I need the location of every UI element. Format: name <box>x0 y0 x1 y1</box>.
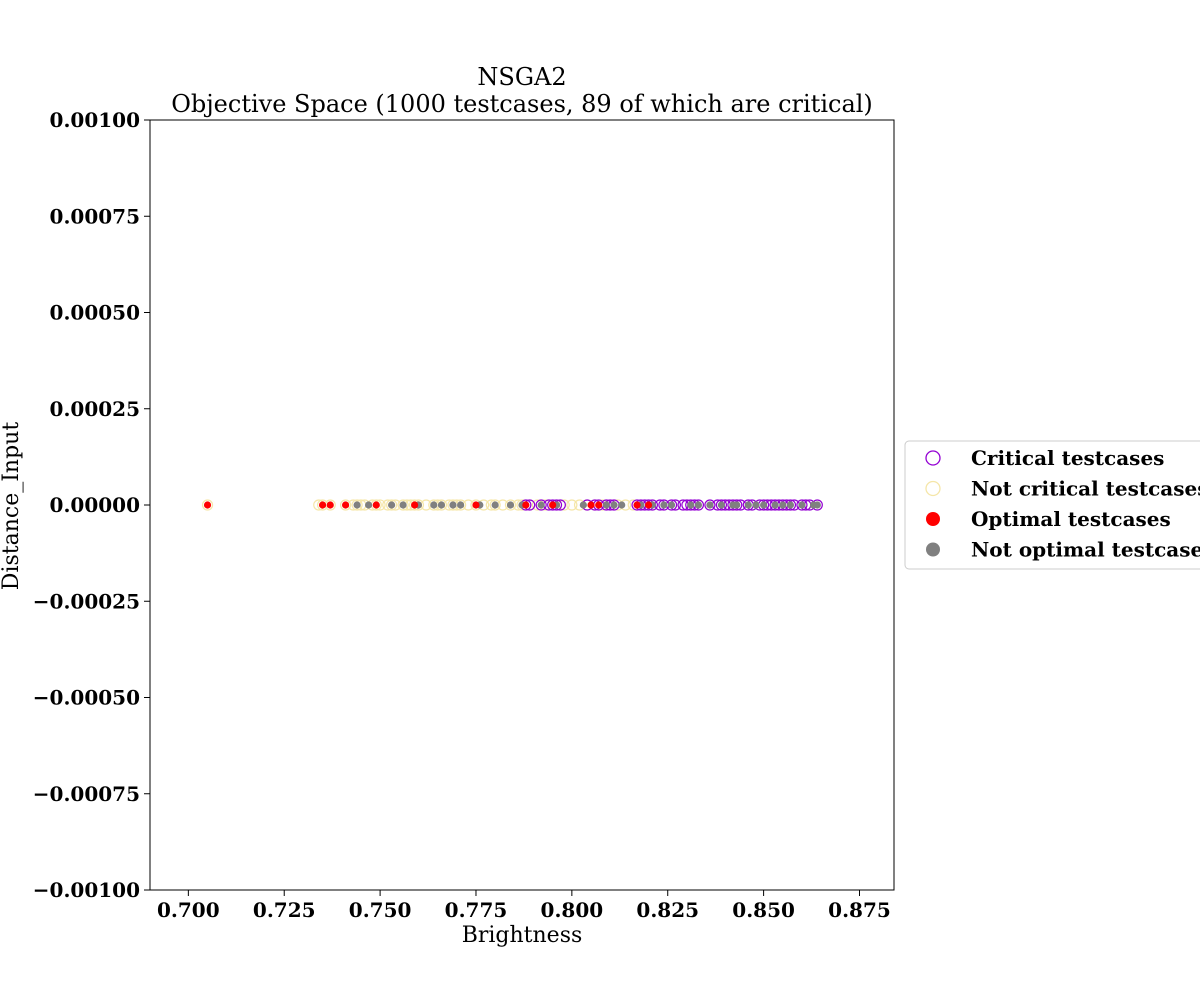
y-tick-label: 0.00100 <box>50 108 140 132</box>
y-tick-label: 0.00025 <box>50 397 140 421</box>
data-point <box>760 501 768 509</box>
data-point <box>353 501 361 509</box>
x-tick-label: 0.725 <box>253 898 316 922</box>
data-point <box>587 501 595 509</box>
x-tick-label: 0.800 <box>541 898 604 922</box>
data-point <box>595 501 603 509</box>
series-not-optimal-testcases <box>353 501 821 509</box>
data-point <box>618 501 626 509</box>
data-point <box>339 499 352 511</box>
data-point <box>491 501 499 509</box>
data-point <box>813 501 821 509</box>
data-points <box>201 499 823 511</box>
x-tick-label: 0.850 <box>732 898 795 922</box>
data-point <box>706 501 714 509</box>
data-point <box>365 501 373 509</box>
x-tick-label: 0.825 <box>636 898 699 922</box>
data-point <box>372 501 380 509</box>
data-point <box>201 499 214 511</box>
legend-frame <box>904 440 1200 570</box>
data-point <box>449 501 457 509</box>
data-point <box>566 499 578 511</box>
data-point <box>667 501 676 509</box>
data-point <box>771 501 779 509</box>
legend-marker-not-critical-testcases <box>925 480 941 497</box>
data-point <box>522 501 530 509</box>
y-tick-label: −0.00075 <box>33 782 140 806</box>
series-optimal-testcases <box>203 501 653 509</box>
data-point <box>704 499 716 511</box>
data-point <box>744 501 752 509</box>
x-tick-label: 0.775 <box>445 898 508 922</box>
data-point <box>351 499 363 511</box>
data-point <box>506 501 515 509</box>
legend-label-optimal-testcases: Optimal testcases <box>971 507 1171 531</box>
data-point <box>610 501 618 509</box>
data-point <box>786 501 795 509</box>
data-point <box>326 501 334 509</box>
x-tick-label: 0.700 <box>157 898 220 922</box>
y-axis-label: Distance_Input <box>0 422 24 591</box>
chart-subtitle: Objective Space (1000 testcases, 89 of w… <box>171 90 873 118</box>
data-point <box>457 501 465 509</box>
data-point <box>717 501 726 509</box>
x-tick-label: 0.875 <box>828 898 891 922</box>
data-point <box>644 501 653 509</box>
data-point <box>733 501 741 509</box>
y-axis-ticks: 0.00100 0.00075 0.00050 0.00025 0.00000 −0.00… <box>33 108 150 902</box>
data-point <box>694 501 703 509</box>
data-point <box>715 499 728 511</box>
data-point <box>437 501 446 509</box>
data-point <box>472 501 480 509</box>
chart-title: NSGA2 <box>477 63 566 91</box>
legend: Critical testcases Not critical testcases… <box>904 440 1200 570</box>
data-point <box>798 501 806 509</box>
data-point <box>388 501 396 509</box>
data-point <box>660 501 668 509</box>
data-point <box>504 499 517 511</box>
data-point <box>203 501 212 509</box>
data-point <box>430 501 438 509</box>
y-tick-label: 0.00075 <box>50 204 140 228</box>
data-point <box>386 499 398 511</box>
data-point <box>796 499 808 511</box>
data-point <box>687 501 695 509</box>
legend-label-not-critical-testcases: Not critical testcases <box>971 477 1200 501</box>
data-point <box>752 501 760 509</box>
data-point <box>602 501 610 509</box>
y-tick-label: −0.00050 <box>33 686 140 710</box>
data-point <box>633 501 641 509</box>
data-point <box>579 501 587 509</box>
legend-label-not-optimal-testcases: Not optimal testcases <box>971 538 1200 562</box>
x-tick-label: 0.750 <box>349 898 412 922</box>
y-tick-label: −0.00100 <box>33 878 140 902</box>
legend-items: Critical testcases Not critical testcases… <box>925 446 1200 562</box>
data-point <box>341 501 350 509</box>
y-tick-label: 0.00000 <box>50 493 140 517</box>
data-point <box>537 501 545 509</box>
y-tick-label: 0.00050 <box>50 301 140 325</box>
data-point <box>779 501 787 509</box>
data-point <box>411 501 419 509</box>
data-point <box>318 501 327 509</box>
data-point <box>549 501 557 509</box>
x-axis-ticks: 0.700 0.725 0.750 0.775 0.800 0.825 0.850 0.875 <box>157 890 891 922</box>
y-tick-label: −0.00025 <box>33 589 140 613</box>
data-point <box>489 499 501 511</box>
data-point <box>399 501 407 509</box>
x-axis-label: Brightness <box>462 923 583 948</box>
legend-marker-critical-testcases <box>925 450 941 466</box>
legend-marker-not-optimal-testcases <box>926 542 940 557</box>
data-point <box>535 499 547 511</box>
data-point <box>397 499 409 511</box>
legend-label-critical-testcases: Critical testcases <box>971 446 1164 470</box>
legend-marker-optimal-testcases <box>926 512 940 526</box>
